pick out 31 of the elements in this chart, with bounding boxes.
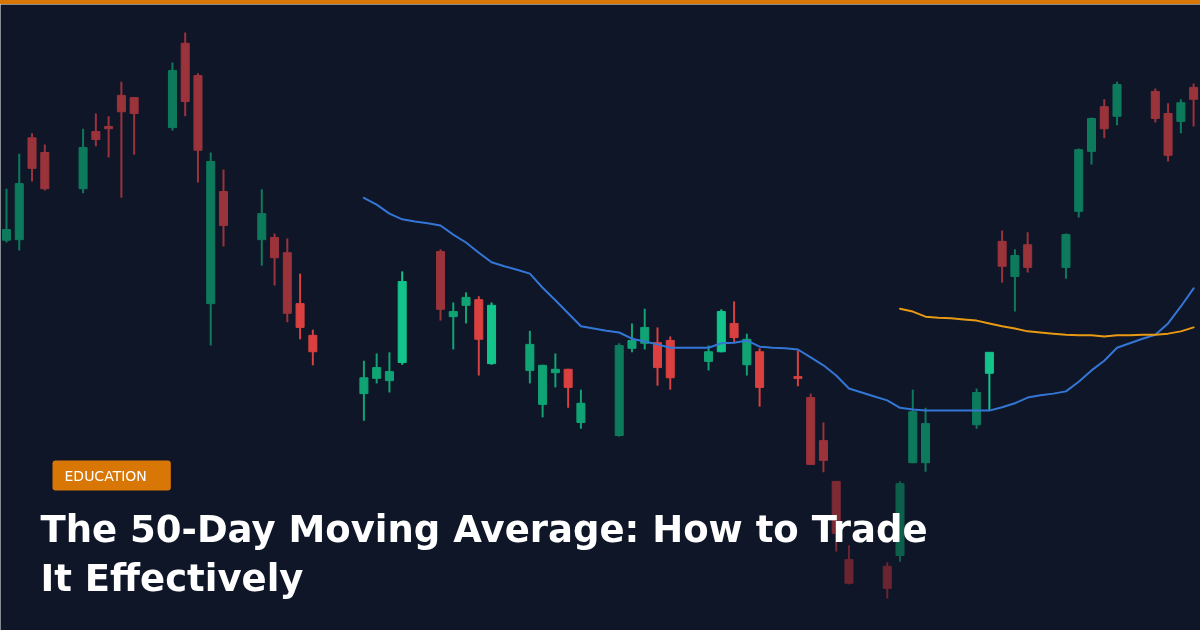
- candlestick: [627, 322, 637, 354]
- candlestick: [550, 352, 560, 389]
- candlestick: [576, 388, 586, 430]
- candlestick: [359, 359, 369, 422]
- candlestick: [116, 80, 126, 199]
- candlestick: [1176, 98, 1186, 135]
- candlestick: [729, 300, 739, 344]
- candlestick: [818, 421, 828, 474]
- candlestick: [372, 352, 382, 385]
- candlestick: [844, 544, 854, 586]
- candlestick: [448, 301, 458, 351]
- candlestick: [704, 344, 714, 372]
- candlestick: [129, 96, 139, 156]
- candlestick: [1023, 231, 1033, 274]
- candlestick: [308, 328, 318, 367]
- candlestick: [1099, 98, 1109, 140]
- candlestick: [793, 349, 803, 388]
- candlestick: [984, 351, 994, 412]
- candlestick: [104, 115, 114, 159]
- candlestick: [1, 187, 12, 244]
- candlestick: [461, 291, 471, 325]
- annotation: EDUCATION: [64, 467, 147, 484]
- candlestick: [563, 367, 573, 409]
- candlestick: [295, 272, 305, 341]
- candlestick: [1010, 248, 1020, 313]
- text: The 50-Day Moving Average: How to Trade It Effectively: [40, 507, 928, 600]
- candlestick: [270, 232, 280, 287]
- candlestick: [384, 351, 394, 394]
- candlestick: [882, 561, 892, 600]
- candlestick: [1189, 82, 1199, 128]
- candlestick: [91, 112, 101, 148]
